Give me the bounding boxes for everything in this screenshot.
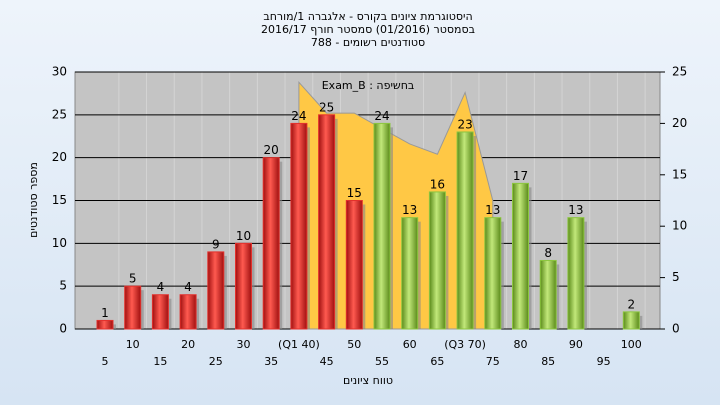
x-tick-label: 25 xyxy=(209,355,223,368)
bar xyxy=(373,122,391,330)
bar xyxy=(290,122,308,330)
y-tick-label: 5 xyxy=(59,279,67,293)
x-tick-label: 80 xyxy=(514,338,528,351)
x-tick-label: 100 xyxy=(621,338,642,351)
data-label: 10 xyxy=(236,229,251,243)
x-tick-label: 5 xyxy=(102,355,109,368)
y-tick-label: 15 xyxy=(52,193,67,207)
data-label: 23 xyxy=(457,117,472,131)
chart-subtitle: בסמסטר (01/2016) סמסטר חורף 2016/17 xyxy=(261,23,475,36)
x-tick-label: 15 xyxy=(153,355,167,368)
x-tick-label: 95 xyxy=(597,355,611,368)
data-label: 24 xyxy=(291,109,306,123)
x-tick-label: 20 xyxy=(181,338,195,351)
bar xyxy=(401,217,419,330)
bar xyxy=(179,294,197,330)
y-tick-label: 30 xyxy=(52,65,67,79)
data-label: 25 xyxy=(319,100,334,114)
x-axis-label: טווח ציונים xyxy=(343,374,393,387)
data-label: 20 xyxy=(264,143,279,157)
x-tick-label: 50 xyxy=(347,338,361,351)
bar xyxy=(428,191,446,330)
chart-title: היסטוגרמת ציונים בקורס - אלגברה 1/מורחב xyxy=(263,10,472,23)
y-tick-label: 10 xyxy=(52,236,67,250)
bar xyxy=(567,217,585,330)
y2-tick-label: 20 xyxy=(672,116,687,130)
data-label: 13 xyxy=(485,203,500,217)
bar xyxy=(235,242,252,330)
bar xyxy=(151,294,169,330)
data-label: 13 xyxy=(568,203,583,217)
x-tick-label: 35 xyxy=(264,355,278,368)
annotation: Exam_B : בחשיפה xyxy=(322,79,415,92)
bar xyxy=(484,217,502,330)
bar xyxy=(318,114,336,330)
bar xyxy=(262,157,280,330)
bar xyxy=(96,319,114,330)
bar xyxy=(345,200,363,330)
x-tick-label: 45 xyxy=(320,355,334,368)
data-label: 2 xyxy=(627,297,635,311)
x-tick-label: 30 xyxy=(237,338,251,351)
y-tick-label: 25 xyxy=(52,107,67,121)
bar xyxy=(512,182,529,330)
data-label: 8 xyxy=(544,246,552,260)
x-tick-label: 65 xyxy=(430,355,444,368)
bar xyxy=(456,131,474,330)
y-axis-label: מספר סטודנטים xyxy=(27,162,40,238)
y2-tick-label: 5 xyxy=(672,270,680,284)
data-label: 15 xyxy=(347,186,362,200)
y2-tick-label: 10 xyxy=(672,219,687,233)
chart-subtitle: 788 - סטודנטים רשומים xyxy=(311,36,425,49)
x-tick-label: (Q1 40) xyxy=(278,338,320,351)
x-tick-label: 55 xyxy=(375,355,389,368)
y-tick-label: 20 xyxy=(52,150,67,164)
data-label: 16 xyxy=(430,177,445,191)
y2-tick-label: 0 xyxy=(672,322,680,336)
bar xyxy=(207,251,225,330)
data-label: 13 xyxy=(402,203,417,217)
bar xyxy=(124,285,142,330)
data-label: 9 xyxy=(212,237,220,251)
x-tick-label: 75 xyxy=(486,355,500,368)
data-label: 24 xyxy=(374,109,389,123)
x-tick-label: 60 xyxy=(403,338,417,351)
y2-tick-label: 25 xyxy=(672,65,687,79)
x-tick-label: 90 xyxy=(569,338,583,351)
x-tick-label: 10 xyxy=(126,338,140,351)
bar xyxy=(622,311,640,330)
bar xyxy=(539,259,557,330)
data-label: 4 xyxy=(157,280,165,294)
data-label: 1 xyxy=(101,306,109,320)
x-tick-label: (Q3 70) xyxy=(444,338,486,351)
data-label: 4 xyxy=(184,280,192,294)
y2-tick-label: 15 xyxy=(672,167,687,181)
x-tick-label: 85 xyxy=(541,355,555,368)
data-label: 17 xyxy=(513,169,528,183)
y-tick-label: 0 xyxy=(59,322,67,336)
data-label: 5 xyxy=(129,272,137,286)
